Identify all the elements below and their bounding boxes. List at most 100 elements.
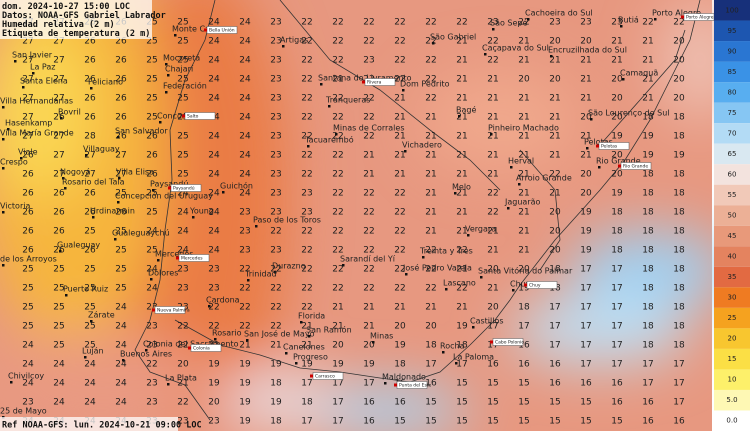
temperature-label: 19 — [332, 360, 344, 370]
temperature-label: 21 — [425, 189, 436, 199]
temperature-label: 18 — [673, 303, 685, 313]
temperature-label: 22 — [363, 227, 374, 237]
city-marker — [454, 192, 457, 195]
temperature-label: 26 — [22, 151, 34, 161]
temperature-label: 25 — [115, 246, 126, 256]
temperature-label: 24 — [115, 322, 127, 332]
temperature-label: 23 — [301, 208, 312, 218]
city-label: La Paz — [30, 63, 55, 72]
temperature-label: 22 — [363, 208, 374, 218]
legend-swatch — [714, 82, 750, 103]
temperature-label: 22 — [270, 265, 281, 275]
temperature-label: 21 — [518, 227, 529, 237]
temperature-label: 22 — [363, 132, 374, 142]
temperature-label: 17 — [549, 303, 560, 313]
temperature-label: 19 — [239, 417, 251, 427]
city-marker — [308, 335, 311, 338]
station-label: Chuy — [529, 283, 541, 289]
temperature-label: 18 — [642, 170, 654, 180]
city-marker — [405, 273, 408, 276]
temperature-label: 20 — [611, 94, 623, 104]
temperature-label: 15 — [549, 398, 560, 408]
temperature-label: 22 — [673, 18, 684, 28]
temperature-label: 20 — [487, 265, 499, 275]
city-label: Dom Pedrito — [400, 80, 450, 89]
temperature-label: 22 — [332, 284, 343, 294]
temperature-label: 22 — [332, 132, 343, 142]
city-marker — [84, 356, 87, 359]
temperature-label: 27 — [22, 37, 33, 47]
temperature-label: 25 — [84, 265, 95, 275]
station-marker — [310, 374, 313, 378]
temperature-label: 23 — [146, 322, 157, 332]
temperature-label: 24 — [208, 151, 220, 161]
temperature-label: 22 — [239, 303, 250, 313]
temperature-label: 21 — [518, 132, 529, 142]
temperature-label: 27 — [22, 75, 33, 85]
temperature-label: 23 — [239, 227, 250, 237]
temperature-label: 22 — [425, 75, 436, 85]
temperature-label: 24 — [146, 227, 158, 237]
temperature-label: 22 — [270, 227, 281, 237]
temperature-label: 21 — [549, 189, 560, 199]
temperature-label: 17 — [611, 341, 622, 351]
temperature-label: 18 — [673, 189, 685, 199]
city-marker — [404, 150, 407, 153]
temperature-label: 21 — [580, 75, 591, 85]
temperature-label: 18 — [394, 360, 406, 370]
temperature-label: 24 — [208, 227, 220, 237]
legend-swatch — [714, 20, 750, 42]
temperature-label: 22 — [239, 322, 250, 332]
temperature-label: 21 — [642, 94, 653, 104]
temperature-label: 21 — [518, 208, 529, 218]
temperature-label: 21 — [518, 56, 529, 66]
temperature-label: 21 — [611, 37, 622, 47]
temperature-label: 21 — [456, 208, 467, 218]
temperature-label: 25 — [177, 18, 188, 28]
temperature-label: 20 — [549, 208, 561, 218]
city-label: Monte Caseros — [172, 25, 231, 34]
legend-swatch — [714, 102, 750, 124]
temperature-label: 26 — [115, 94, 127, 104]
temperature-label: 26 — [22, 170, 34, 180]
temperature-label: 20 — [394, 322, 406, 332]
header-line: Humedad relativa (2 m) — [2, 19, 115, 30]
city-marker — [490, 133, 493, 136]
temperature-label: 25 — [84, 284, 95, 294]
city-marker — [654, 18, 657, 21]
city-marker — [472, 326, 475, 329]
temperature-label: 21 — [456, 113, 467, 123]
temperature-label: 21 — [642, 75, 653, 85]
temperature-label: 24 — [146, 284, 158, 294]
station-label: Rio Grande — [623, 164, 648, 170]
temperature-label: 16 — [642, 398, 654, 408]
legend-label: 60 — [728, 170, 737, 178]
temperature-label: 24 — [115, 379, 127, 389]
temperature-label: 25 — [177, 75, 188, 85]
temperature-label: 22 — [363, 284, 374, 294]
temperature-label: 22 — [332, 170, 343, 180]
temperature-label: 21 — [456, 227, 467, 237]
temperature-label: 25 — [22, 265, 33, 275]
temperature-label: 25 — [22, 322, 33, 332]
temperature-label: 24 — [22, 379, 34, 389]
temperature-label: 18 — [611, 246, 623, 256]
temperature-label: 26 — [53, 189, 65, 199]
station-label: Punta del Este — [399, 383, 432, 389]
temperature-label: 20 — [673, 37, 685, 47]
temperature-label: 15 — [487, 398, 498, 408]
city-label: Rosario — [212, 329, 242, 338]
temperature-label: 21 — [177, 379, 188, 389]
temperature-label: 21 — [487, 75, 498, 85]
temperature-label: 22 — [425, 265, 436, 275]
temperature-label: 22 — [456, 18, 467, 28]
temperature-label: 21 — [394, 303, 405, 313]
temperature-label: 24 — [22, 341, 34, 351]
city-label: Colonia del Sacramento — [143, 340, 239, 349]
temperature-label: 21 — [487, 151, 498, 161]
temperature-label: 23 — [146, 341, 157, 351]
temperature-label: 24 — [208, 170, 220, 180]
temperature-label: 25 — [84, 227, 95, 237]
temperature-label: 25 — [115, 189, 126, 199]
temperature-label: 26 — [22, 227, 34, 237]
